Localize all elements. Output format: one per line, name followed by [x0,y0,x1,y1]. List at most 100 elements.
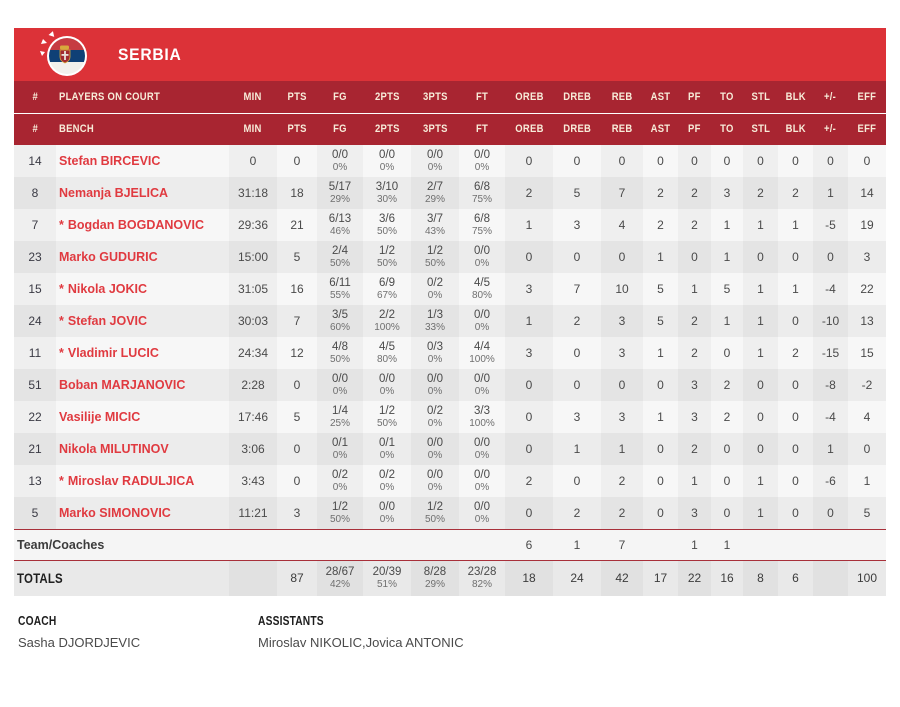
cell-plus-minus: -8 [813,369,848,401]
cell-fg: 4/8 50% [317,337,363,369]
cell-stl: 1 [743,273,778,305]
shot-percentage: 80% [376,354,397,365]
header-eff: EFF [857,90,877,103]
player-number: 21 [14,433,56,465]
cell-p3: 0/0 0% [411,433,459,465]
cell-min: 29:36 [229,209,277,241]
cell-min: 2:28 [229,369,277,401]
cell-pts [277,529,317,560]
cell-ast: 2 [657,186,664,200]
player-number: 8 [14,177,56,209]
player-name[interactable]: * Bogdan BOGDANOVIC [56,209,229,241]
cell-plus-minus: 0 [813,497,848,529]
cell-ast: 0 [657,378,664,392]
player-name[interactable]: Vasilije MICIC [56,401,229,433]
cell-p3: 0/0 0% [411,465,459,497]
cell-blk: 1 [792,218,799,232]
cell-min: 0 [229,145,277,177]
cell-dreb: 5 [573,186,581,200]
cell-pf: 3 [678,497,711,529]
cell-eff: 5 [863,505,871,520]
shot-percentage: 0% [427,162,443,173]
player-name[interactable]: Nikola MILUTINOV [56,433,229,465]
shot-percentage: 0% [379,386,395,397]
header-3pts: 3PTS [422,123,448,136]
shot-made-attempted: 0/0 [332,149,348,161]
cell-pf: 1 [678,273,711,305]
cell-reb: 0 [601,145,643,177]
shot-percentage: 0% [427,386,443,397]
cell-p2: 1/2 50% [363,241,411,273]
header-reb: REB [611,90,633,103]
cell-pts: 0 [293,442,301,456]
cell-to: 0 [723,505,731,520]
cell-dreb: 0 [573,378,581,392]
cell-blk: 0 [792,154,799,168]
cell-ft [459,529,505,560]
shot-made-attempted: 0/0 [474,149,490,161]
player-name[interactable]: Marko GUDURIC [56,241,229,273]
table-header: # PLAYERS ON COURT MIN PTS FG 2PTS 3PTS FT OREB D… [14,81,886,145]
assistants-names: Miroslav NIKOLIC,Jovica ANTONIC [258,635,464,650]
shot-percentage: 100% [469,354,495,365]
totals-cell-pf: 22 [678,560,711,596]
cell-plus-minus [813,529,848,560]
player-row: 15 * Nikola JOKIC 31:05 16 6/11 55% 6/9 67% 0/2 0%… [14,273,886,305]
player-name[interactable]: Marko SIMONOVIC [56,497,229,529]
shot-made-attempted: 0/0 [427,373,443,385]
player-name[interactable]: Nemanja BJELICA [56,177,229,209]
player-name[interactable]: * Stefan JOVIC [56,305,229,337]
player-name[interactable]: * Vladimir LUCIC [56,337,229,369]
shot-made-attempted: 6/8 [474,181,490,193]
header-num: # [32,90,38,103]
cell-to: 3 [723,186,731,200]
cell-dreb: 0 [573,474,581,488]
cell-pf: 0 [678,145,711,177]
totals-row: TOTALS 87 28/67 42% 20/39 51% 8/28 29% 23/28 82% 1… [14,560,886,596]
header-row-bench: # BENCH MIN PTS FG 2PTS 3PTS FT OREB DREB REB AST PF… [14,113,886,145]
cell-pts: 5 [293,410,301,424]
cell-to: 2 [723,378,731,392]
cell-min: 31:05 [229,273,277,305]
cell-oreb: 6 [525,537,533,552]
shot-made-attempted: 28/67 [325,566,355,579]
shot-percentage: 0% [379,482,395,493]
shot-made-attempted: 23/28 [467,566,497,579]
shot-percentage: 75% [471,194,492,205]
cell-min [229,529,277,560]
cell-stl [743,529,778,560]
header-oreb: OREB [514,90,544,103]
shot-percentage: 30% [376,194,397,205]
shot-made-attempted: 4/4 [474,341,490,353]
coach-label: COACH [18,614,258,628]
cell-dreb: 2 [573,505,581,520]
player-name[interactable]: Stefan BIRCEVIC [56,145,229,177]
shot-made-attempted: 1/2 [427,500,443,513]
cell-plus-minus: -6 [813,465,848,497]
cell-pts: 18 [290,186,304,200]
cell-reb: 4 [601,209,643,241]
totals-cell-dreb: 24 [570,571,584,586]
player-number: 5 [14,497,56,529]
header-stl: STL [751,123,770,136]
cell-min: 11:21 [229,497,277,529]
cell-pts: 7 [293,314,301,328]
player-name-text: Nikola MILUTINOV [59,442,169,456]
player-name[interactable]: * Miroslav RADULJICA [56,465,229,497]
shot-made-attempted: 0/1 [379,437,395,449]
cell-p3: 0/2 0% [411,401,459,433]
player-name[interactable]: Boban MARJANOVIC [56,369,229,401]
cell-to: 5 [723,282,731,296]
cell-pts: 12 [290,346,304,360]
shot-percentage: 50% [376,226,397,237]
player-name[interactable]: * Nikola JOKIC [56,273,229,305]
cell-eff: 19 [860,218,874,232]
cell-ast: 1 [657,346,664,360]
shot-made-attempted: 0/2 [379,469,395,481]
shot-percentage: 42% [329,579,350,591]
cell-fg: 0/0 0% [317,145,363,177]
cell-p2: 0/0 0% [363,145,411,177]
player-name-text: Nemanja BJELICA [59,186,169,200]
header-2pts: 2PTS [374,90,400,103]
cell-pf: 2 [678,177,711,209]
